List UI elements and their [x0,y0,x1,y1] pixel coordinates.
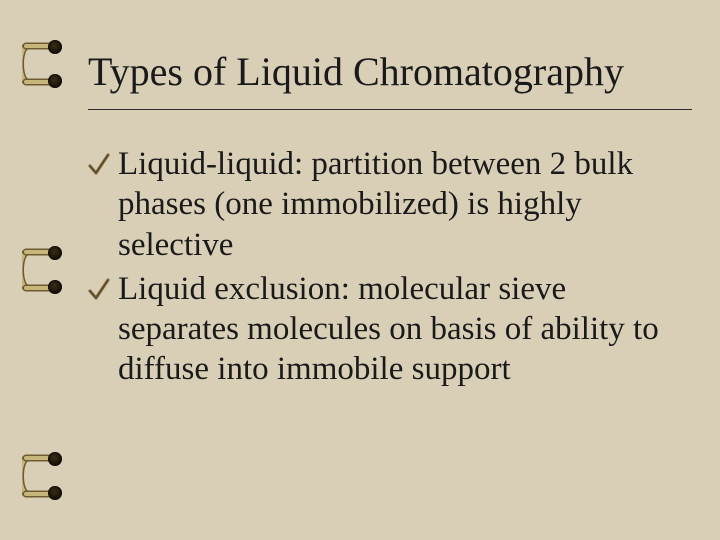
binding-hole [48,486,62,500]
presentation-slide: Types of Liquid Chromatography Liquid-li… [0,0,720,540]
bullet-item: Liquid-liquid: partition between 2 bulk … [88,144,670,265]
bullet-text: Liquid-liquid: partition between 2 bulk … [118,146,633,263]
spiral-binding [0,0,62,540]
binding-hole [48,74,62,88]
slide-title: Types of Liquid Chromatography [88,0,700,109]
bullet-list: Liquid-liquid: partition between 2 bulk … [88,110,700,390]
binding-hole [48,40,62,54]
bullet-item: Liquid exclusion: molecular sieve separa… [88,269,670,390]
binding-hole [48,280,62,294]
checkmark-icon [88,273,110,299]
slide-content: Types of Liquid Chromatography Liquid-li… [88,0,700,540]
bullet-text: Liquid exclusion: molecular sieve separa… [118,271,659,388]
binding-hole [48,246,62,260]
checkmark-icon [88,148,110,174]
binding-hole [48,452,62,466]
